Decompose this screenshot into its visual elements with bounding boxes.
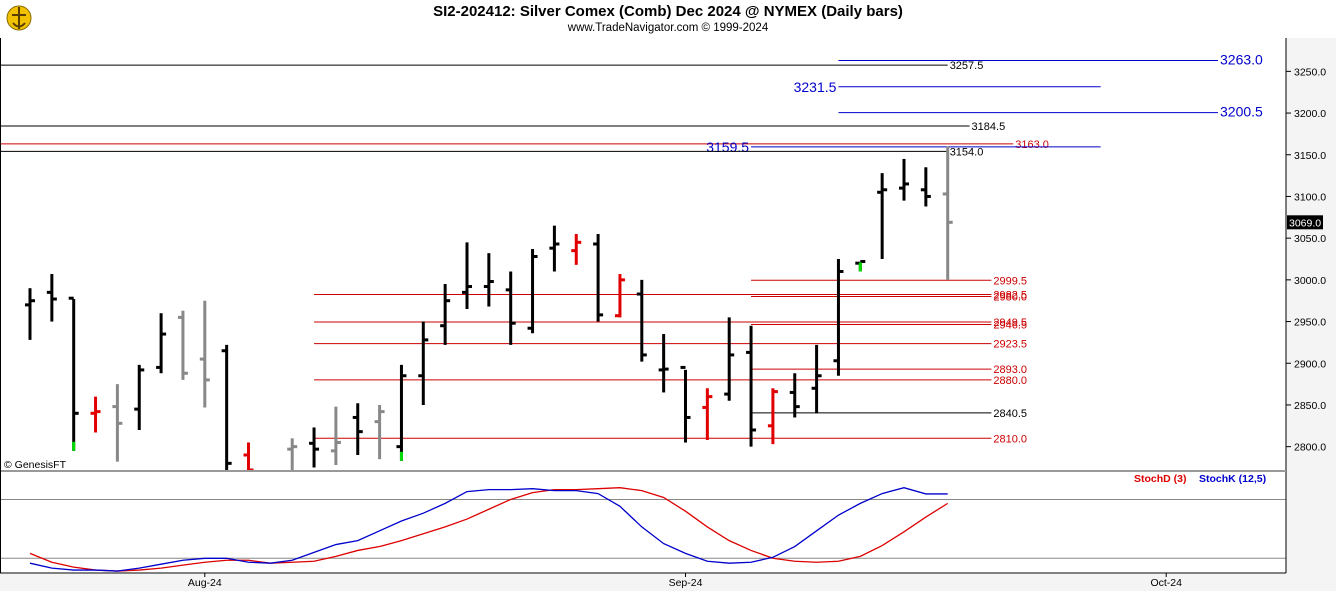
x-tick-label: Oct-24 [1150, 577, 1182, 589]
price-bar [899, 158, 909, 201]
level-label: 2810.0 [993, 433, 1027, 445]
level-label: 2893.0 [993, 364, 1027, 376]
price-bar [68, 296, 79, 451]
stoch-series-line [29, 487, 948, 572]
level-label: 3263.0 [1220, 52, 1263, 68]
price-bar [330, 406, 341, 465]
price-bar [746, 325, 757, 447]
level-label: 3184.5 [972, 121, 1006, 133]
y-tick-label: 3250.0 [1294, 66, 1326, 78]
y-tick-label: 3050.0 [1294, 233, 1326, 245]
level-label: 2949.5 [993, 317, 1027, 329]
level-label: 2982.5 [993, 289, 1027, 301]
price-bar [112, 384, 123, 462]
price-bar [527, 248, 538, 334]
level-label: 2946.5 [993, 319, 1027, 331]
price-bar [920, 167, 931, 207]
time-axis-strip [0, 574, 1286, 591]
price-bar [833, 259, 844, 376]
axes: 2800.0 2850.0 2900.0 2950.0 3000.0 3050.0 3100… [0, 38, 1336, 591]
price-bar [724, 317, 735, 401]
chart-header: SI2-202412: Silver Comex (Comb) Dec 2024… [0, 0, 1336, 38]
price-bar [221, 344, 232, 472]
price-bar [942, 146, 953, 280]
levels-layer: 3263.0 3257.5 3231.5 3200.5 3184.5 3163.0 3159… [0, 52, 1263, 445]
price-axis-strip [1286, 38, 1336, 591]
x-tick-label: Sep-24 [669, 577, 703, 589]
price-bar [90, 396, 101, 433]
x-tick-label: Aug-24 [188, 577, 222, 589]
level-label: 3154.0 [950, 146, 984, 158]
price-bar [789, 373, 800, 418]
chart-subtitle: www.TradeNavigator.com © 1999-2024 [567, 22, 769, 34]
price-bar [505, 271, 516, 345]
price-bars [25, 146, 953, 472]
price-bar [702, 388, 713, 440]
price-bar [571, 233, 582, 265]
price-bar [462, 242, 472, 310]
watermark-text: © GenesisFT [4, 459, 67, 471]
price-bar [374, 404, 385, 460]
price-bar [177, 310, 188, 380]
price-bar [483, 253, 494, 307]
stoch-series-line [29, 487, 949, 572]
level-label: 2980.0 [993, 292, 1027, 304]
price-bar [877, 173, 888, 260]
price-bar [614, 274, 625, 318]
y-tick-label: 2950.0 [1294, 317, 1326, 329]
price-bar [25, 288, 35, 340]
stoch-legend-k: StochK (12,5) [1199, 473, 1266, 485]
logo-icon [6, 5, 32, 31]
level-label: 3159.5 [706, 139, 749, 155]
y-tick-label: 3200.0 [1294, 108, 1326, 120]
level-label: 3231.5 [794, 79, 837, 95]
level-label: 3163.0 [1015, 139, 1049, 151]
level-label: 2840.5 [993, 408, 1027, 420]
price-bar [811, 344, 822, 414]
price-bar [156, 313, 167, 374]
y-tick-label: 3100.0 [1294, 191, 1326, 203]
level-label: 2999.5 [993, 275, 1027, 287]
price-bar [287, 438, 298, 470]
price-bar [636, 279, 647, 362]
level-label: 2923.5 [993, 339, 1027, 351]
y-tick-label: 2800.0 [1294, 442, 1326, 454]
y-tick-label: 3150.0 [1294, 150, 1326, 162]
level-label: 2880.0 [993, 375, 1027, 387]
price-bar [134, 364, 145, 430]
y-tick-label: 2850.0 [1294, 400, 1326, 412]
last-price-label: 3069.0 [1289, 217, 1321, 229]
price-bar [46, 274, 57, 322]
price-bar [440, 284, 451, 345]
price-bar [418, 321, 429, 405]
price-bar [396, 364, 407, 461]
price-bar [352, 403, 363, 455]
stoch-legend-d: StochD (3) [1134, 473, 1187, 485]
y-tick-label: 3000.0 [1294, 275, 1326, 287]
price-bar [680, 365, 691, 443]
price-bar [199, 300, 210, 408]
level-label: 3257.5 [950, 60, 984, 72]
price-bar [658, 334, 669, 393]
price-bar [549, 225, 560, 272]
last-price-box [1287, 215, 1323, 230]
chart-title: SI2-202412: Silver Comex (Comb) Dec 2024… [433, 3, 903, 20]
price-bar [593, 233, 604, 322]
price-bar [855, 260, 866, 272]
price-bar [309, 427, 320, 468]
price-bar [767, 388, 778, 445]
level-label: 3200.5 [1220, 104, 1263, 120]
y-tick-label: 2900.0 [1294, 358, 1326, 370]
